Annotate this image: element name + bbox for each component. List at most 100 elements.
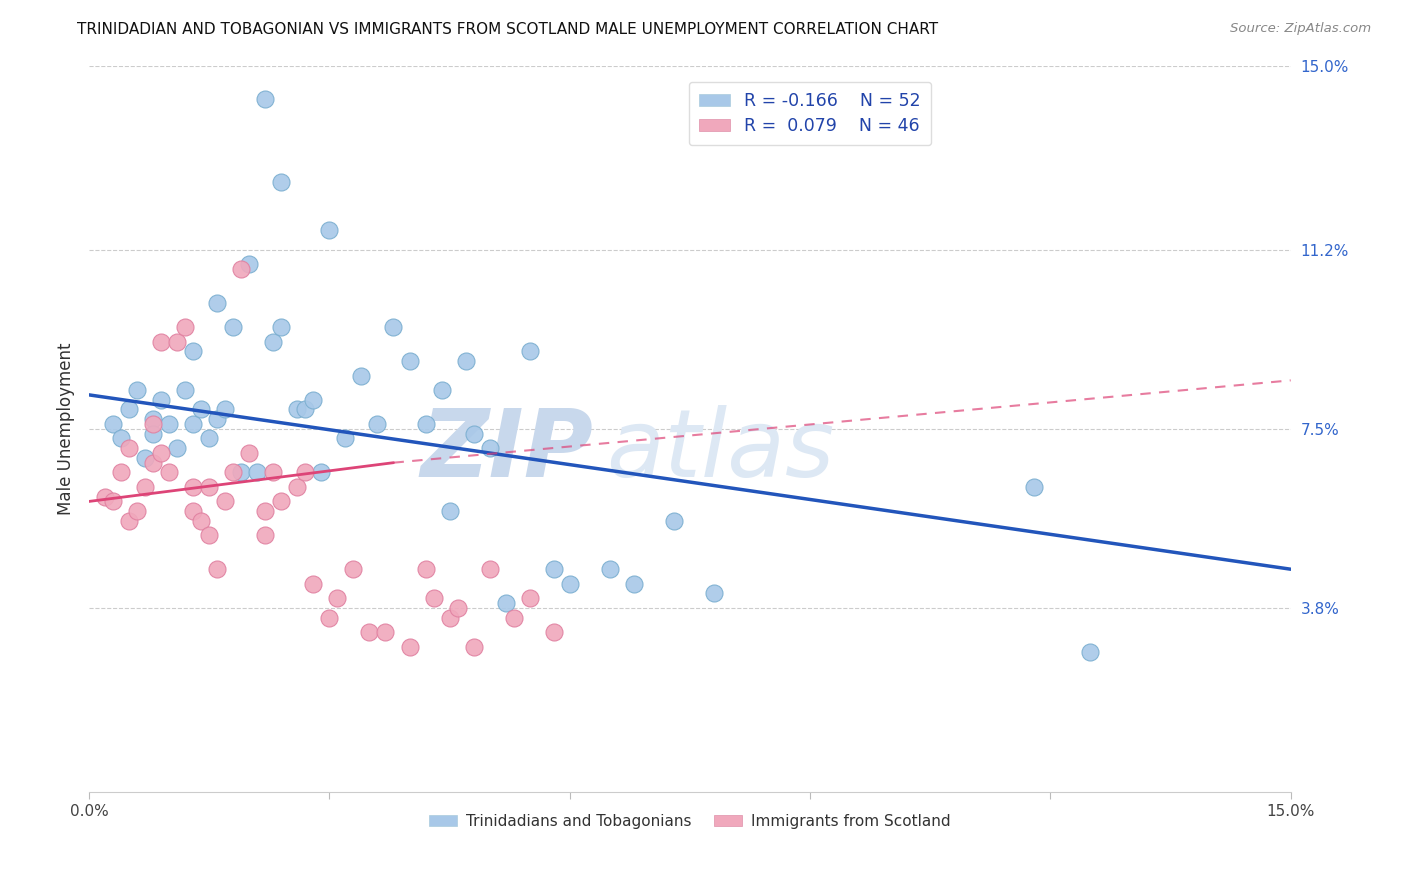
Point <box>398 354 420 368</box>
Point <box>181 480 204 494</box>
Point <box>558 576 581 591</box>
Point <box>398 640 420 654</box>
Point <box>174 383 197 397</box>
Point <box>254 528 277 542</box>
Point <box>142 417 165 431</box>
Point <box>174 320 197 334</box>
Point <box>311 466 333 480</box>
Point <box>190 514 212 528</box>
Point <box>166 441 188 455</box>
Point <box>543 625 565 640</box>
Point <box>350 368 373 383</box>
Point <box>335 432 357 446</box>
Point <box>110 432 132 446</box>
Point <box>270 175 292 189</box>
Point <box>198 480 221 494</box>
Point <box>222 466 245 480</box>
Point <box>430 383 453 397</box>
Point <box>318 223 340 237</box>
Point <box>1080 644 1102 658</box>
Point <box>374 625 396 640</box>
Point <box>446 601 468 615</box>
Point <box>422 591 444 606</box>
Point <box>318 610 340 624</box>
Point <box>214 494 236 508</box>
Point <box>127 383 149 397</box>
Point <box>254 504 277 518</box>
Point <box>366 417 388 431</box>
Point <box>118 441 141 455</box>
Point <box>294 402 316 417</box>
Text: TRINIDADIAN AND TOBAGONIAN VS IMMIGRANTS FROM SCOTLAND MALE UNEMPLOYMENT CORRELA: TRINIDADIAN AND TOBAGONIAN VS IMMIGRANTS… <box>77 22 938 37</box>
Point <box>118 514 141 528</box>
Point <box>134 450 156 465</box>
Point <box>110 466 132 480</box>
Point <box>142 426 165 441</box>
Point <box>342 562 364 576</box>
Point <box>270 494 292 508</box>
Text: ZIP: ZIP <box>420 405 593 497</box>
Point <box>181 417 204 431</box>
Point <box>134 480 156 494</box>
Point <box>1024 480 1046 494</box>
Point <box>238 446 260 460</box>
Point <box>181 344 204 359</box>
Point <box>623 576 645 591</box>
Point <box>478 562 501 576</box>
Point <box>543 562 565 576</box>
Point <box>222 320 245 334</box>
Point <box>166 334 188 349</box>
Point <box>262 334 284 349</box>
Point <box>519 344 541 359</box>
Point <box>285 402 308 417</box>
Point <box>439 610 461 624</box>
Text: Source: ZipAtlas.com: Source: ZipAtlas.com <box>1230 22 1371 36</box>
Point <box>302 576 325 591</box>
Point <box>502 610 524 624</box>
Point <box>198 432 221 446</box>
Point <box>101 417 124 431</box>
Point <box>463 426 485 441</box>
Point <box>150 446 173 460</box>
Point <box>478 441 501 455</box>
Point <box>326 591 349 606</box>
Point <box>599 562 621 576</box>
Legend: Trinidadians and Tobagonians, Immigrants from Scotland: Trinidadians and Tobagonians, Immigrants… <box>423 808 956 835</box>
Point <box>415 417 437 431</box>
Point <box>207 296 229 310</box>
Point <box>231 466 253 480</box>
Point <box>190 402 212 417</box>
Point <box>463 640 485 654</box>
Point <box>142 456 165 470</box>
Text: atlas: atlas <box>606 405 834 496</box>
Point <box>207 562 229 576</box>
Point <box>285 480 308 494</box>
Point <box>382 320 405 334</box>
Point <box>262 466 284 480</box>
Point <box>150 392 173 407</box>
Point <box>439 504 461 518</box>
Point <box>703 586 725 600</box>
Point <box>519 591 541 606</box>
Point <box>246 466 269 480</box>
Point <box>270 320 292 334</box>
Point <box>94 490 117 504</box>
Point <box>662 514 685 528</box>
Point <box>127 504 149 518</box>
Point <box>157 417 180 431</box>
Point <box>302 392 325 407</box>
Point <box>142 412 165 426</box>
Point <box>495 596 517 610</box>
Point <box>238 257 260 271</box>
Point <box>254 93 277 107</box>
Y-axis label: Male Unemployment: Male Unemployment <box>58 343 75 515</box>
Point <box>157 466 180 480</box>
Point <box>101 494 124 508</box>
Point <box>207 412 229 426</box>
Point <box>454 354 477 368</box>
Point <box>294 466 316 480</box>
Point <box>198 528 221 542</box>
Point <box>150 334 173 349</box>
Point <box>415 562 437 576</box>
Point <box>181 504 204 518</box>
